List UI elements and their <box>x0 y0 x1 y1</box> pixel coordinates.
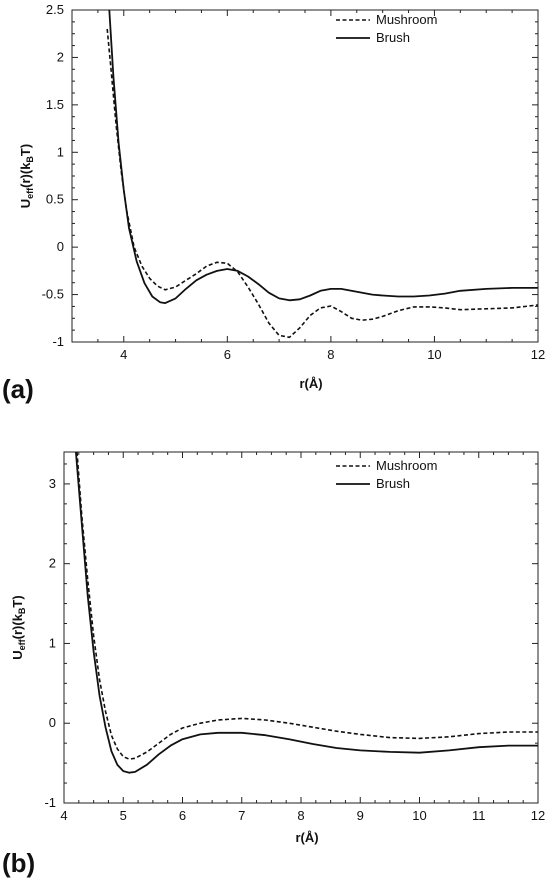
series-line-mushroom <box>76 452 538 760</box>
tick-labels: 4 6 8 10 12 -1 -0.5 0 0.5 1 1.5 2 2.5 <box>42 2 546 362</box>
y-axis-label-end: T) <box>10 595 25 607</box>
x-tick-label: 5 <box>120 808 127 823</box>
y-axis-label-sub-b: B <box>17 607 27 614</box>
y-tick-label: 1.5 <box>46 97 64 112</box>
legend-label-brush: Brush <box>376 30 410 45</box>
legend: Mushroom Brush <box>336 12 437 45</box>
series-lines <box>106 10 538 339</box>
y-tick-label: 0.5 <box>46 192 64 207</box>
panel-label: (b) <box>2 848 35 878</box>
x-tick-label: 8 <box>297 808 304 823</box>
y-tick-label: 1 <box>57 144 64 159</box>
panel-label: (a) <box>2 374 34 404</box>
x-tick-label: 6 <box>224 347 231 362</box>
y-tick-label: -1 <box>44 795 56 810</box>
y-axis-label-mid: (r)(k <box>18 162 33 188</box>
y-tick-label: 0 <box>57 239 64 254</box>
y-tick-label: 2.5 <box>46 2 64 17</box>
y-tick-label: 3 <box>49 476 56 491</box>
x-tick-label: 4 <box>120 347 127 362</box>
y-tick-label: -1 <box>52 334 64 349</box>
series-lines <box>75 452 538 774</box>
axis-ticks <box>71 9 539 343</box>
y-axis-label-sub-eff: eff <box>17 638 27 650</box>
x-tick-label: 9 <box>357 808 364 823</box>
y-axis-label-main: U <box>18 199 33 208</box>
x-axis-label: r(Å) <box>295 830 318 845</box>
y-axis-label-mid: (r)(k <box>10 613 25 639</box>
chart-panel-a: 4 6 8 10 12-1-0.500.511.522.5 MushroomBrush … <box>2 2 545 404</box>
x-tick-label: 10 <box>427 347 441 362</box>
y-axis-label-sub-b: B <box>25 156 35 163</box>
axis-ticks <box>63 452 539 804</box>
legend-label-mushroom: Mushroom <box>376 458 437 473</box>
series-line-brush <box>75 452 538 774</box>
y-axis-label-end: T) <box>18 144 33 156</box>
x-tick-label: 6 <box>179 808 186 823</box>
x-tick-label: 4 <box>60 808 67 823</box>
x-tick-label: 11 <box>472 808 486 823</box>
y-axis-label-sub-eff: eff <box>25 187 35 199</box>
y-tick-label: 2 <box>57 49 64 64</box>
legend-label-brush: Brush <box>376 476 410 491</box>
series-line-mushroom <box>106 28 538 339</box>
y-axis-label-main: U <box>10 650 25 659</box>
series-line-brush <box>108 10 538 305</box>
y-axis-label: Ueff(r)(kBT) <box>18 144 35 208</box>
y-tick-label: -0.5 <box>42 287 64 302</box>
x-tick-label: 12 <box>531 347 545 362</box>
y-tick-label: 2 <box>49 556 56 571</box>
legend: Mushroom Brush <box>336 458 437 491</box>
x-axis-label: r(Å) <box>299 376 322 391</box>
y-tick-label: 0 <box>49 715 56 730</box>
x-tick-label: 12 <box>531 808 545 823</box>
y-axis-label: Ueff(r)(kBT) <box>10 595 27 659</box>
x-tick-label: 8 <box>327 347 334 362</box>
x-tick-label: 10 <box>412 808 426 823</box>
legend-label-mushroom: Mushroom <box>376 12 437 27</box>
x-tick-label: 7 <box>238 808 245 823</box>
y-tick-label: 1 <box>49 635 56 650</box>
